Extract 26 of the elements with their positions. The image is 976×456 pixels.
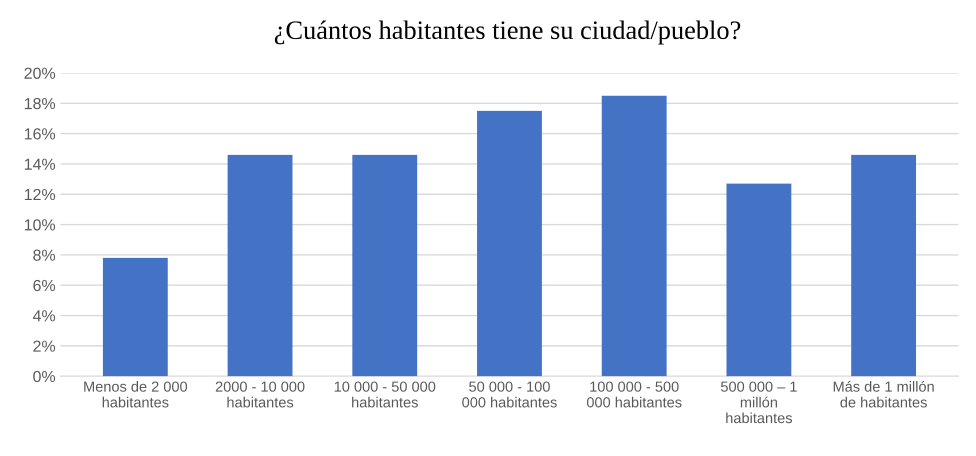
y-tick-label: 18%	[24, 98, 56, 110]
bar	[726, 184, 792, 376]
x-tick-label: Menos de 2 000 habitantes	[84, 381, 188, 408]
x-tick-label: 100 000 - 500 000 habitantes	[586, 381, 682, 408]
chart-title: ¿Cuántos habitantes tiene su ciudad/pueblo?	[274, 20, 740, 44]
y-tick-label: 4%	[32, 310, 56, 322]
x-tick-label: 10 000 - 50 000 habitantes	[334, 381, 436, 408]
y-tick-label: 20%	[24, 68, 56, 79]
y-tick-label: 16%	[24, 128, 56, 140]
bar	[851, 154, 916, 376]
x-tick-label: 500 000 – 1 millón habitantes	[720, 381, 797, 424]
x-tick-label: Más de 1 millón de habitantes	[834, 380, 934, 408]
bar	[477, 110, 542, 376]
y-tick-label: 6%	[33, 280, 56, 292]
x-tick-label: 2000 - 10 000 habitantes	[216, 381, 304, 408]
y-tick-label: 8%	[33, 250, 56, 261]
bar	[102, 258, 168, 376]
bar	[352, 154, 418, 376]
bar	[228, 154, 292, 376]
x-tick-label: 50 000 - 100 000 habitantes	[462, 381, 557, 408]
y-tick-label: 10%	[24, 219, 56, 231]
y-tick-label: 14%	[24, 158, 56, 170]
bar	[602, 96, 667, 376]
y-tick-label: 0%	[33, 370, 56, 382]
y-tick-label: 12%	[24, 188, 56, 200]
y-tick-label: 2%	[33, 340, 56, 352]
